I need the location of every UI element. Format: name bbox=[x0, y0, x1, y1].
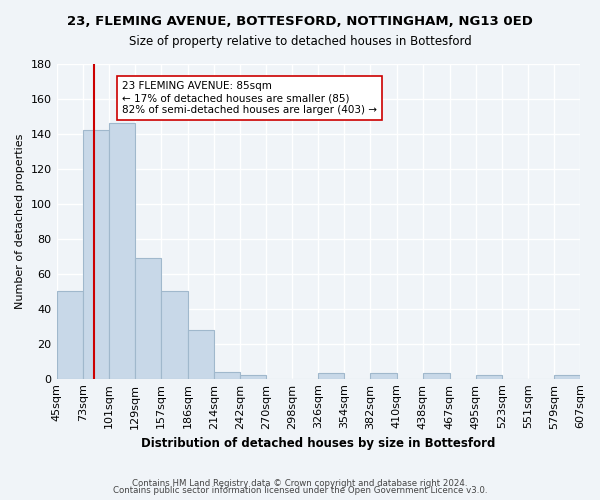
Y-axis label: Number of detached properties: Number of detached properties bbox=[15, 134, 25, 309]
Bar bbox=[422, 374, 449, 378]
Bar bbox=[83, 130, 109, 378]
Bar bbox=[214, 372, 240, 378]
Bar bbox=[318, 374, 344, 378]
Text: 23, FLEMING AVENUE, BOTTESFORD, NOTTINGHAM, NG13 0ED: 23, FLEMING AVENUE, BOTTESFORD, NOTTINGH… bbox=[67, 15, 533, 28]
Text: Size of property relative to detached houses in Bottesford: Size of property relative to detached ho… bbox=[128, 35, 472, 48]
Bar bbox=[56, 292, 83, 378]
Bar bbox=[109, 124, 135, 378]
Bar bbox=[161, 292, 188, 378]
Bar bbox=[476, 375, 502, 378]
Bar bbox=[370, 374, 397, 378]
Text: 23 FLEMING AVENUE: 85sqm
← 17% of detached houses are smaller (85)
82% of semi-d: 23 FLEMING AVENUE: 85sqm ← 17% of detach… bbox=[122, 82, 377, 114]
Bar bbox=[135, 258, 161, 378]
Bar bbox=[188, 330, 214, 378]
Bar bbox=[240, 375, 266, 378]
Bar bbox=[554, 375, 580, 378]
Text: Contains public sector information licensed under the Open Government Licence v3: Contains public sector information licen… bbox=[113, 486, 487, 495]
Text: Contains HM Land Registry data © Crown copyright and database right 2024.: Contains HM Land Registry data © Crown c… bbox=[132, 478, 468, 488]
X-axis label: Distribution of detached houses by size in Bottesford: Distribution of detached houses by size … bbox=[141, 437, 496, 450]
